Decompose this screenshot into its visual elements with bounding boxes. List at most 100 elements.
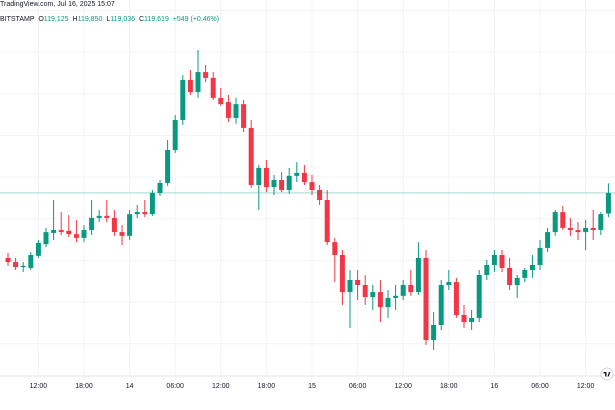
candle-body: [552, 212, 558, 233]
candle-body: [347, 280, 353, 293]
grid: [0, 0, 615, 375]
quote-key: H: [73, 16, 78, 23]
candle-body: [210, 77, 216, 98]
x-tick-label: 12:00: [577, 383, 595, 390]
x-tick-label: 06:00: [349, 383, 367, 390]
candle-body: [104, 215, 110, 218]
x-tick-label: 18:00: [75, 383, 93, 390]
candle-body: [605, 192, 611, 214]
candle-body: [339, 255, 345, 293]
symbol: BITSTAMP: [0, 16, 35, 23]
candle-body: [218, 97, 224, 105]
candle-body: [127, 214, 133, 236]
candle-body: [13, 262, 19, 268]
candle-body: [157, 182, 163, 193]
quote-key: C: [139, 16, 144, 23]
quote-key: L: [106, 16, 110, 23]
candle-body: [180, 80, 186, 120]
candle-body: [89, 217, 95, 230]
candle-body: [537, 247, 543, 265]
candle-body: [5, 257, 11, 263]
candle-body: [233, 104, 239, 118]
candle-body: [431, 325, 437, 340]
candle-body: [35, 242, 41, 256]
time-axis: 12:00 18:00 14 06:00 12:00 18:00 15 06:00 12:00 1…: [30, 383, 595, 390]
candle-body: [514, 277, 520, 285]
x-tick-label: 12:00: [30, 383, 48, 390]
candle-body: [58, 230, 64, 233]
x-tick-label: 06:00: [531, 383, 549, 390]
candle-body: [43, 232, 49, 245]
candle-body: [545, 232, 551, 248]
candle-body: [142, 212, 148, 215]
candle-body: [491, 255, 497, 265]
candle-body: [248, 127, 254, 185]
candle-body: [453, 282, 459, 315]
candle-body: [385, 297, 391, 308]
candle-body: [499, 255, 505, 268]
candle-body: [111, 217, 117, 233]
candle-body: [73, 234, 79, 238]
candle-body: [309, 182, 315, 190]
candle-body: [286, 175, 292, 190]
candle-body: [187, 80, 193, 93]
symbol-legend: BITSTAMP O119,125 H119,850 L119,036 C119…: [0, 16, 219, 23]
candle-body: [149, 192, 155, 215]
candle-body: [446, 282, 452, 285]
candle-body: [423, 257, 429, 340]
candle-body: [241, 104, 247, 128]
candle-body: [263, 167, 269, 188]
candle-body: [165, 150, 171, 183]
candle-body: [355, 280, 361, 285]
candle-body: [590, 227, 596, 230]
candle-body: [279, 180, 285, 190]
x-tick-label: 12:00: [212, 383, 230, 390]
candle-body: [96, 215, 102, 218]
x-tick-label: 15: [308, 383, 316, 390]
candle-body: [119, 232, 125, 236]
candle-body: [560, 212, 566, 228]
candle-body: [415, 257, 421, 293]
x-tick-label: 18:00: [258, 383, 276, 390]
candle-body: [256, 167, 262, 185]
candle-body: [522, 270, 528, 278]
candle-body: [20, 265, 26, 268]
logo-circle: [600, 367, 614, 381]
x-tick-label: 18:00: [440, 383, 458, 390]
candle-body: [438, 285, 444, 325]
logo-glyph: [603, 372, 611, 377]
candle-body: [225, 102, 231, 118]
candle-body: [81, 230, 87, 238]
candle-body: [567, 227, 573, 230]
quote-value: 119,125: [44, 16, 69, 23]
candle-body: [400, 285, 406, 296]
candle-body: [195, 72, 201, 93]
x-tick-label: 12:00: [394, 383, 412, 390]
x-tick-label: 16: [491, 383, 499, 390]
candle-body: [377, 292, 383, 308]
candle-body: [370, 292, 376, 298]
candle-body: [529, 265, 535, 270]
candle-body: [294, 172, 300, 176]
candle-body: [362, 285, 368, 298]
candle-body: [484, 265, 490, 275]
change: +549 (+0.46%): [173, 16, 219, 23]
candle-body: [134, 212, 140, 215]
candle-body: [575, 230, 581, 233]
quote-key: O: [38, 16, 44, 23]
candle-body: [507, 267, 513, 285]
candle-body: [51, 230, 57, 233]
candle-body: [317, 190, 323, 200]
candle-body: [172, 120, 178, 150]
candle-body: [301, 172, 307, 183]
tradingview-logo: [600, 367, 614, 381]
quote-value: 119,036: [110, 16, 135, 23]
candles: [0, 50, 615, 350]
candle-body: [476, 275, 482, 318]
candle-body: [583, 227, 589, 233]
candle-body: [271, 180, 277, 188]
chart-title: TradingView.com, Jul 16, 2025 15:07: [0, 1, 115, 8]
candle-body: [332, 242, 338, 255]
